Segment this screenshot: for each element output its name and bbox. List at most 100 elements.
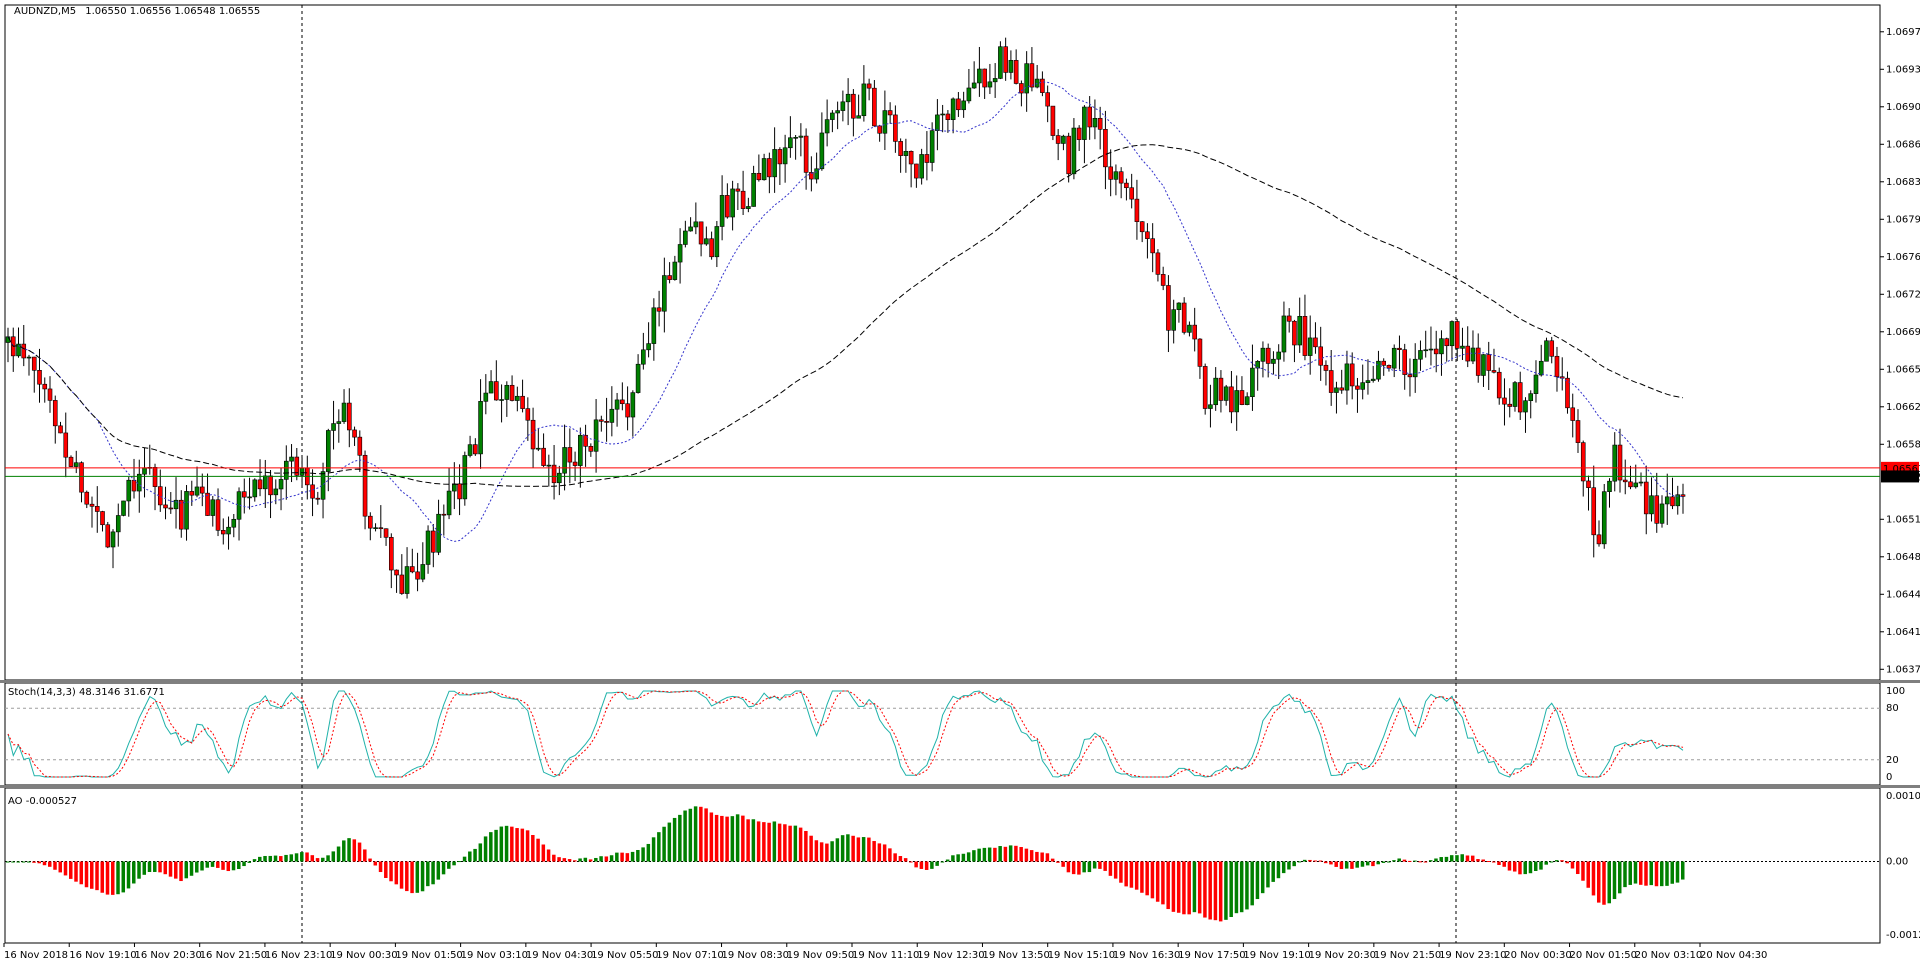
candle-body	[940, 113, 945, 116]
ao-bar	[1323, 861, 1328, 864]
ao-bar	[1113, 861, 1118, 879]
ao-bar	[373, 861, 378, 866]
candle-body	[1481, 354, 1486, 376]
ao-bar	[1439, 857, 1443, 862]
candle-body	[58, 425, 63, 434]
candle-body	[257, 479, 263, 490]
candle-body	[1664, 496, 1670, 505]
ao-bar	[688, 808, 693, 862]
candle-body	[320, 471, 326, 500]
ao-bar	[205, 861, 210, 868]
candle-body	[614, 399, 620, 410]
candle-body	[646, 343, 651, 351]
candle-body	[509, 384, 515, 401]
time-tick-label: 19 Nov 13:50	[982, 950, 1049, 961]
ao-bar	[825, 843, 829, 862]
ao-bar	[1670, 861, 1674, 884]
ao-bar	[1334, 861, 1338, 867]
ao-bar	[1418, 861, 1422, 863]
ao-bar	[1271, 861, 1275, 882]
candle-body	[903, 150, 909, 156]
price-tick-label: 1.06375	[1886, 664, 1920, 675]
ao-bar	[520, 828, 525, 862]
ao-bar	[1365, 861, 1370, 866]
ao-bar	[903, 858, 908, 862]
ao-bar	[389, 861, 393, 882]
candle-body	[672, 261, 678, 280]
ao-bar	[58, 861, 63, 873]
candle-body	[882, 110, 888, 134]
candle-body	[220, 530, 226, 535]
ao-bar	[1266, 861, 1270, 888]
ao-bar	[247, 861, 252, 863]
ao-bar	[725, 816, 729, 862]
candle-body	[331, 423, 336, 431]
ao-bar	[620, 852, 624, 862]
candle-body	[383, 528, 389, 538]
ao-bar	[819, 842, 824, 862]
candle-body	[1418, 350, 1423, 360]
stoch-signal-line	[7, 690, 1684, 778]
ao-bar	[457, 861, 462, 863]
candle-body	[777, 149, 783, 165]
ao-bar	[830, 841, 834, 862]
candle-body	[551, 464, 557, 484]
candle-body	[89, 503, 95, 507]
candle-body	[746, 206, 751, 209]
ao-bar	[1308, 859, 1312, 862]
candle-body	[16, 343, 21, 357]
ao-bar	[315, 858, 320, 862]
candle-body	[1192, 324, 1197, 340]
ao-label: AO -0.000527	[8, 796, 77, 807]
time-tick-label: 19 Nov 20:30	[1309, 950, 1376, 961]
ao-bar	[242, 861, 246, 867]
ao-bar	[84, 861, 89, 888]
candle-body	[110, 531, 116, 548]
candle-body	[1134, 198, 1140, 222]
candle-body	[399, 574, 405, 594]
ao-bar	[216, 861, 220, 868]
ao-bar	[856, 837, 861, 862]
ao-bar	[525, 830, 530, 862]
time-tick-label: 20 Nov 01:50	[1570, 950, 1637, 961]
candle-body	[1187, 324, 1192, 333]
candle-body	[1271, 358, 1276, 364]
candle-body	[347, 402, 352, 431]
ao-bar	[672, 817, 677, 862]
candle-body	[115, 515, 121, 533]
candle-body	[1066, 135, 1071, 175]
price-tick-label: 1.06795	[1886, 214, 1920, 225]
ao-bar	[1344, 861, 1349, 869]
candle-body	[1633, 482, 1639, 488]
candle-body	[998, 46, 1003, 79]
ao-bar	[1575, 861, 1580, 875]
ao-bar	[1360, 861, 1365, 867]
ao-bar	[573, 860, 577, 862]
candle-body	[782, 147, 788, 165]
ao-bar	[95, 861, 99, 891]
candle-body	[1365, 380, 1371, 383]
candle-body	[283, 460, 289, 480]
ao-bar	[557, 857, 561, 862]
ao-bar	[32, 861, 36, 863]
candle-body	[515, 395, 520, 401]
ao-bar	[1628, 861, 1632, 885]
panel-separator	[0, 680, 1920, 683]
ao-bar	[1014, 845, 1018, 862]
candle-body	[431, 530, 436, 553]
candle-body	[1460, 345, 1465, 349]
ao-bar	[1077, 861, 1081, 875]
ao-bar	[867, 837, 871, 862]
price-tick-label: 1.06935	[1886, 64, 1920, 75]
ao-bar	[1591, 861, 1596, 896]
candle-body	[1412, 358, 1418, 378]
candle-body	[378, 527, 384, 530]
ao-bar	[1512, 861, 1517, 872]
candle-body	[341, 402, 347, 422]
candle-body	[1139, 221, 1145, 233]
ao-bar	[1040, 852, 1044, 862]
ao-bar	[321, 857, 325, 862]
candle-body	[1360, 382, 1366, 390]
ao-bar	[609, 855, 614, 862]
candle-body	[719, 195, 725, 227]
